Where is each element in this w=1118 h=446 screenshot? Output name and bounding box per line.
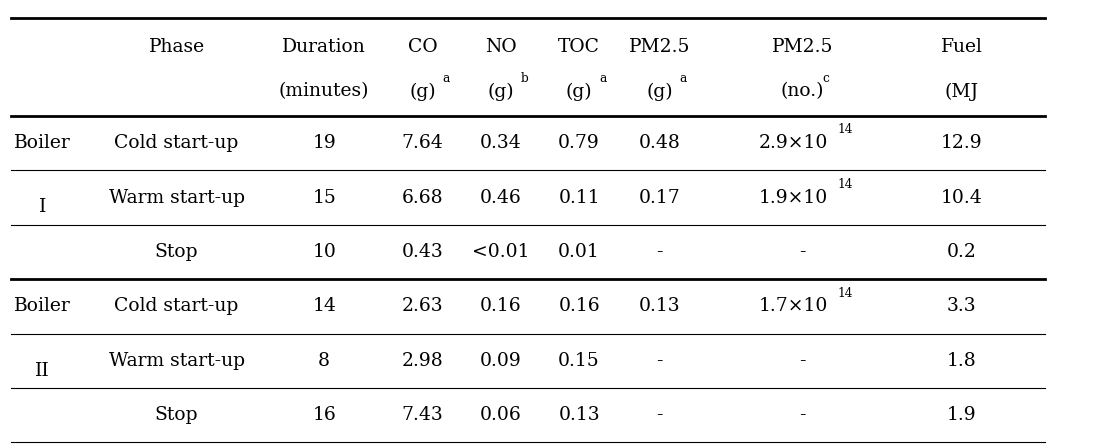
Text: -: - [799, 352, 806, 370]
Text: 16: 16 [312, 406, 337, 424]
Text: CO: CO [408, 38, 437, 56]
Text: 1.7×10: 1.7×10 [759, 297, 828, 315]
Text: Fuel: Fuel [940, 38, 983, 56]
Text: 1.9: 1.9 [947, 406, 976, 424]
Text: -: - [656, 406, 663, 424]
Text: NO: NO [485, 38, 517, 56]
Text: 8: 8 [319, 352, 330, 370]
Text: 0.06: 0.06 [480, 406, 522, 424]
Text: 14: 14 [837, 123, 853, 136]
Text: 3.3: 3.3 [947, 297, 976, 315]
Text: 0.34: 0.34 [480, 134, 522, 152]
Text: PM2.5: PM2.5 [628, 38, 691, 56]
Text: 14: 14 [312, 297, 337, 315]
Text: (g): (g) [646, 83, 673, 100]
Text: Stop: Stop [154, 243, 199, 261]
Text: -: - [656, 243, 663, 261]
Text: 0.17: 0.17 [638, 189, 681, 206]
Text: (minutes): (minutes) [280, 83, 369, 100]
Text: 0.79: 0.79 [558, 134, 600, 152]
Text: Cold start-up: Cold start-up [114, 134, 239, 152]
Text: 0.13: 0.13 [558, 406, 600, 424]
Text: 7.64: 7.64 [401, 134, 444, 152]
Text: I: I [39, 198, 46, 216]
Text: 0.16: 0.16 [480, 297, 522, 315]
Text: 0.11: 0.11 [558, 189, 600, 206]
Text: 1.9×10: 1.9×10 [759, 189, 828, 206]
Text: Warm start-up: Warm start-up [108, 352, 245, 370]
Text: b: b [521, 72, 529, 86]
Text: (g): (g) [566, 83, 593, 100]
Text: Cold start-up: Cold start-up [114, 297, 239, 315]
Text: a: a [599, 72, 607, 86]
Text: 14: 14 [837, 178, 853, 191]
Text: 0.43: 0.43 [401, 243, 444, 261]
Text: (g): (g) [487, 83, 514, 100]
Text: PM2.5: PM2.5 [771, 38, 834, 56]
Text: Boiler: Boiler [15, 297, 70, 315]
Text: Warm start-up: Warm start-up [108, 189, 245, 206]
Text: 15: 15 [312, 189, 337, 206]
Text: 0.16: 0.16 [558, 297, 600, 315]
Text: TOC: TOC [558, 38, 600, 56]
Text: 0.2: 0.2 [947, 243, 976, 261]
Text: 0.01: 0.01 [558, 243, 600, 261]
Text: 6.68: 6.68 [401, 189, 444, 206]
Text: a: a [680, 72, 688, 86]
Text: 1.8: 1.8 [947, 352, 976, 370]
Text: -: - [799, 406, 806, 424]
Text: Stop: Stop [154, 406, 199, 424]
Text: 10.4: 10.4 [940, 189, 983, 206]
Text: 2.63: 2.63 [401, 297, 444, 315]
Text: 0.46: 0.46 [480, 189, 522, 206]
Text: Duration: Duration [283, 38, 366, 56]
Text: 0.15: 0.15 [558, 352, 600, 370]
Text: Phase: Phase [149, 38, 205, 56]
Text: Boiler: Boiler [15, 134, 70, 152]
Text: (no.): (no.) [781, 83, 824, 100]
Text: c: c [823, 72, 830, 86]
Text: 10: 10 [312, 243, 337, 261]
Text: -: - [799, 243, 806, 261]
Text: 12.9: 12.9 [940, 134, 983, 152]
Text: 0.09: 0.09 [480, 352, 522, 370]
Text: 7.43: 7.43 [401, 406, 444, 424]
Text: 2.9×10: 2.9×10 [759, 134, 828, 152]
Text: 2.98: 2.98 [401, 352, 444, 370]
Text: II: II [35, 362, 50, 380]
Text: 0.48: 0.48 [638, 134, 681, 152]
Text: 19: 19 [312, 134, 337, 152]
Text: -: - [656, 352, 663, 370]
Text: a: a [443, 72, 451, 86]
Text: (g): (g) [409, 83, 436, 100]
Text: (MJ: (MJ [945, 83, 978, 100]
Text: 0.13: 0.13 [638, 297, 681, 315]
Text: <0.01: <0.01 [472, 243, 530, 261]
Text: 14: 14 [837, 286, 853, 300]
